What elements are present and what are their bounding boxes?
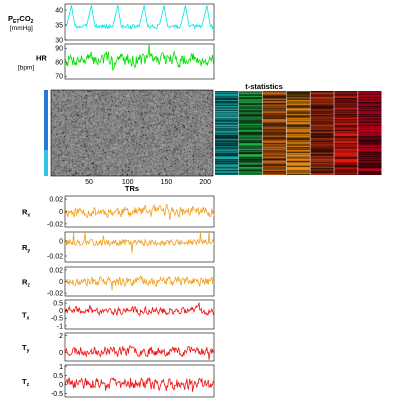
y-axis-label: Tx [22, 311, 30, 322]
y-axis-unit: [bpm] [18, 65, 34, 72]
y-tick-label: 0 [59, 279, 63, 286]
x-tick-label: 100 [122, 179, 134, 186]
series-line-ry [64, 231, 215, 254]
panel-petco2: 40 35 30 PETCO2[mmHg] [8, 3, 215, 44]
y-tick-label: -1 [57, 323, 63, 330]
panel-frame [64, 332, 215, 362]
y-tick-label: 0.5 [53, 373, 63, 380]
tstat-column [286, 91, 310, 175]
heatmap-frame [50, 89, 214, 177]
y-axis-label: HR [36, 54, 47, 63]
tstat-column [310, 91, 334, 175]
y-tick-label: 80 [55, 60, 63, 67]
y-tick-label: 0.5 [53, 300, 63, 307]
y-tick-label: -0.5 [51, 316, 63, 323]
tstat-column [334, 91, 358, 175]
heatmap-voxel-timeseries: 50 100 150 200 [44, 89, 214, 186]
panel-frame [64, 43, 215, 80]
series-line-rx [64, 203, 215, 220]
y-axis-label: Rz [22, 278, 30, 289]
panel-frame [64, 299, 215, 330]
y-tick-label: -0.5 [51, 391, 63, 398]
x-tick-label: 50 [85, 179, 93, 186]
y-tick-label: 90 [55, 46, 63, 53]
tstats-title: t-statistics [245, 82, 283, 91]
y-axis-label: Rx [22, 208, 30, 219]
panel-ty: 2 0 Ty [22, 332, 215, 362]
series-line-hr [64, 43, 215, 71]
y-axis-label: PETCO2 [8, 14, 34, 25]
series-line-petco2 [64, 5, 215, 30]
y-tick-label: 35 [55, 22, 63, 29]
y-tick-label: -0.02 [47, 221, 63, 228]
panel-frame [64, 231, 215, 263]
panel-frame [64, 364, 215, 398]
series-line-tz [64, 376, 215, 392]
y-tick-label: 0.02 [49, 267, 63, 274]
tstat-column [215, 91, 239, 175]
y-tick-label: 0 [59, 382, 63, 389]
series-line-ty [64, 345, 215, 360]
y-tick-label: 0 [59, 350, 63, 357]
x-tick-label: 200 [199, 179, 211, 186]
series-line-tx [64, 302, 215, 317]
y-tick-label: 0 [59, 308, 63, 315]
x-axis-title: TRs [125, 184, 139, 193]
panel-hr: 90 80 70 HR[bpm] [18, 43, 215, 81]
tstat-column [238, 91, 263, 175]
y-tick-label: 1 [59, 364, 63, 371]
y-axis-label: Tz [22, 377, 30, 388]
panel-frame [64, 3, 215, 41]
heatmap-t-statistics [215, 91, 382, 175]
y-tick-label: 0 [59, 209, 63, 216]
y-tick-label: -0.02 [47, 253, 63, 260]
y-tick-label: 0 [59, 238, 63, 245]
panel-tx: 0.50-0.5-1 Tx [22, 299, 215, 330]
y-axis-unit: [mmHg] [10, 25, 33, 32]
region-bar [44, 90, 48, 150]
y-tick-label: 40 [55, 7, 63, 14]
panel-rx: 0.02 0 -0.02 Rx [22, 195, 215, 228]
panel-tz: 1 0.5 0 -0.5 Tz [22, 364, 215, 398]
y-tick-label: -0.02 [47, 291, 63, 298]
tstat-column [262, 91, 287, 175]
x-tick-label: 150 [161, 179, 173, 186]
panel-ry: 0 -0.02 Ry [22, 231, 215, 263]
y-axis-label: Ty [22, 343, 30, 354]
heatmap-image [51, 90, 213, 176]
y-axis-label: Ry [22, 243, 30, 254]
region-bar [44, 150, 48, 176]
tstat-column [358, 91, 382, 175]
y-tick-label: 2 [59, 333, 63, 340]
y-tick-label: 0.02 [49, 197, 63, 204]
y-tick-label: 30 [55, 37, 63, 44]
series-line-rz [64, 274, 215, 291]
panel-rz: 0.02 0 -0.02 Rz [22, 266, 215, 298]
y-tick-label: 70 [55, 74, 63, 81]
